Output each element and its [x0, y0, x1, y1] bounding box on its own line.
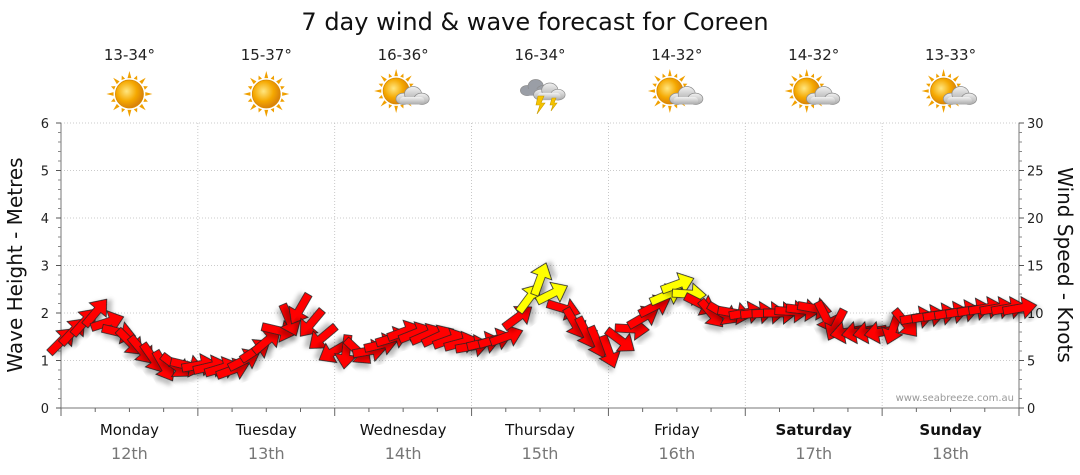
day-name: Wednesday	[360, 421, 447, 439]
left-tick-label: 0	[41, 402, 49, 417]
wind-arrow	[89, 310, 125, 333]
right-axis-label: Wind Speed - Knots	[1053, 167, 1077, 363]
wind-arrow	[488, 324, 524, 347]
credit-text: www.seabreeze.com.au	[896, 393, 1014, 404]
temperature-range: 16-36°	[378, 46, 429, 64]
sunny-icon	[243, 71, 290, 117]
day-columns: 13-34° Monday 12th 15-37° Tuesday 13th 16-36° W…	[100, 46, 982, 463]
left-tick-label: 4	[41, 212, 49, 227]
wind-arrow	[813, 299, 838, 333]
day-column-tuesday: 15-37° Tuesday 13th	[235, 46, 297, 463]
day-date: 15th	[522, 444, 559, 463]
right-tick-label: 0	[1027, 402, 1035, 417]
lightning-bolt	[549, 97, 558, 112]
right-tick-label: 30	[1027, 117, 1044, 132]
sun-rays	[243, 71, 290, 117]
wind-arrow	[534, 281, 569, 306]
left-tick-label: 3	[41, 260, 49, 275]
day-name: Sunday	[919, 421, 982, 439]
right-tick-label: 15	[1027, 260, 1044, 275]
chart-title: 7 day wind & wave forecast for Coreen	[301, 8, 768, 36]
partly-cloudy-icon	[784, 69, 841, 113]
right-tick-label: 5	[1027, 355, 1035, 370]
temperature-range: 14-32°	[788, 46, 839, 64]
wind-arrow	[530, 262, 553, 297]
day-column-monday: 13-34° Monday 12th	[100, 46, 159, 463]
left-axis-ticks: 0 1 2 3 4 5 6	[41, 117, 1020, 417]
sun-disc	[115, 79, 144, 109]
right-tick-label: 25	[1027, 165, 1044, 180]
day-date: 12th	[111, 444, 148, 463]
wind-arrow	[333, 334, 358, 370]
right-tick-label: 20	[1027, 212, 1044, 227]
sun-disc	[251, 79, 281, 109]
partly-cloudy-icon	[374, 69, 430, 113]
day-name: Thursday	[504, 421, 575, 439]
wind-arrow	[299, 307, 326, 337]
day-column-wednesday: 16-36° Wednesday 14th	[360, 46, 447, 463]
left-axis-label: Wave Height - Metres	[3, 157, 27, 372]
day-date: 14th	[385, 444, 422, 463]
wind-arrow	[598, 334, 621, 369]
day-date: 13th	[248, 444, 285, 463]
temperature-range: 16-34°	[514, 46, 565, 64]
wind-arrow	[309, 322, 339, 349]
wind-arrow	[81, 298, 108, 329]
wind-arrow	[1002, 296, 1038, 320]
day-date: 17th	[795, 444, 832, 463]
sunny-icon	[106, 71, 153, 117]
cloud-shape	[395, 86, 430, 105]
sun-rays	[106, 71, 153, 117]
day-name: Tuesday	[235, 421, 297, 439]
wind-arrow	[501, 306, 533, 332]
day-name: Friday	[654, 421, 700, 439]
day-column-thursday: 16-34° Thursday 15th	[504, 46, 575, 463]
wind-arrow	[288, 291, 313, 325]
thunderstorm-icon	[520, 79, 566, 115]
wind-arrow	[604, 326, 635, 352]
cloud-shape	[943, 86, 977, 105]
partly-cloudy-icon	[647, 69, 704, 113]
left-tick-label: 5	[41, 165, 49, 180]
temperature-range: 13-33°	[925, 46, 976, 64]
day-name: Saturday	[776, 421, 853, 439]
day-date: 18th	[932, 444, 969, 463]
wind-arrow	[250, 329, 281, 356]
cloud-shape	[669, 86, 704, 105]
day-name: Monday	[100, 421, 159, 439]
day-column-saturday: 14-32° Saturday 17th	[776, 46, 853, 463]
temperature-range: 15-37°	[241, 46, 292, 64]
lightning-bolt	[535, 95, 546, 115]
temperature-range: 13-34°	[104, 46, 155, 64]
day-column-sunday: 13-33° Sunday 18th	[919, 46, 982, 463]
wind-arrow	[659, 272, 695, 295]
temperature-range: 14-32°	[651, 46, 702, 64]
cloud-shape	[533, 82, 566, 101]
left-tick-label: 6	[41, 117, 49, 132]
partly-cloudy-icon	[921, 69, 977, 113]
left-tick-label: 2	[41, 307, 49, 322]
day-date: 16th	[658, 444, 695, 463]
left-tick-label: 1	[41, 355, 49, 370]
cloud-shape	[806, 86, 841, 105]
day-column-friday: 14-32° Friday 16th	[647, 46, 704, 463]
wind-arrows	[46, 262, 1038, 382]
